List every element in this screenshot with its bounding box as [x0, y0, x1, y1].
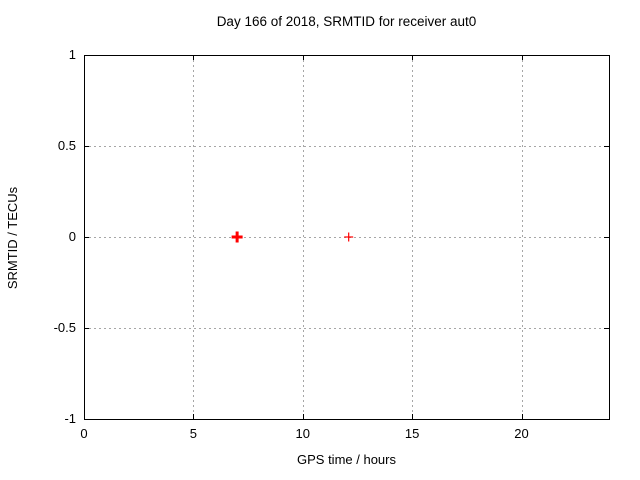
- y-tick-label: -0.5: [53, 320, 76, 335]
- y-tick-label: 0.5: [57, 138, 76, 153]
- x-axis-label: GPS time / hours: [297, 452, 396, 467]
- x-tick-label: 5: [189, 426, 197, 441]
- x-tick-label: 0: [80, 426, 88, 441]
- x-tick-label: 15: [404, 426, 420, 441]
- y-tick-label: -1: [64, 411, 76, 426]
- plot-border: [84, 55, 610, 420]
- y-tick-label: 1: [68, 47, 76, 62]
- x-tick-label: 10: [295, 426, 310, 441]
- y-tick-label: 0: [68, 229, 76, 244]
- x-tick-label: 20: [514, 426, 529, 441]
- chart-title: Day 166 of 2018, SRMTID for receiver aut…: [216, 14, 477, 29]
- y-axis-label: SRMTID / TECUs: [5, 186, 20, 290]
